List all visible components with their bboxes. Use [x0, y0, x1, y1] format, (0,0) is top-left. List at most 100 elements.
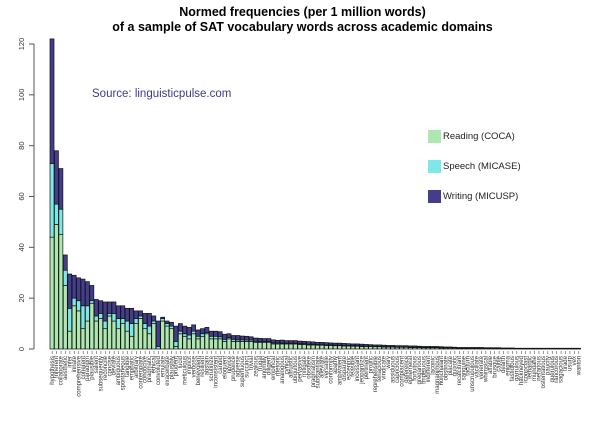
svg-text:fastidious: fastidious [510, 356, 516, 381]
bar-reconcile [102, 301, 108, 350]
svg-text:ostentatious: ostentatious [541, 356, 547, 388]
svg-text:lethargic: lethargic [528, 356, 534, 379]
bar-hypothesis [49, 38, 55, 350]
bar-implicit [186, 327, 192, 350]
legend-label-reading: Reading (COCA) [443, 131, 515, 142]
bar-aesthetic [62, 254, 68, 350]
bar-iconoclast [523, 347, 528, 350]
svg-text:paradigm: paradigm [85, 356, 91, 381]
svg-text:garrulous: garrulous [514, 356, 520, 381]
svg-text:prudence: prudence [231, 355, 237, 381]
svg-text:lucid: lucid [178, 356, 184, 368]
svg-text:aesthetic: aesthetic [63, 356, 69, 380]
bar-tangible [124, 307, 130, 350]
bar-emphatic [129, 307, 135, 350]
bar-lethargic [527, 347, 533, 350]
bar-succinct [244, 335, 250, 350]
bar-eloquent [222, 333, 227, 350]
svg-text:superfluous: superfluous [240, 356, 246, 387]
svg-text:jeopardize: jeopardize [360, 355, 366, 384]
svg-text:resilient: resilient [200, 356, 206, 377]
x-axis-labels: hypothesisinherentcollaborateaestheticin… [50, 351, 582, 397]
svg-text:prudent: prudent [174, 356, 180, 377]
bar-venerate [478, 347, 484, 350]
svg-text:novice: novice [227, 355, 233, 373]
svg-text:iconoclast: iconoclast [523, 356, 529, 383]
bar-plausible [89, 285, 95, 350]
svg-text:pervasive: pervasive [298, 355, 304, 381]
y-tick-label: 40 [17, 243, 26, 251]
bar-contemplate [138, 310, 143, 350]
svg-text:alleviate: alleviate [320, 355, 326, 378]
svg-text:rancorous: rancorous [554, 356, 560, 383]
bar-querulous [549, 347, 555, 350]
svg-text:inconsistent: inconsistent [214, 356, 220, 388]
bar-pertinent [363, 344, 369, 350]
svg-text:obsolete: obsolete [306, 355, 312, 378]
svg-text:quixotic: quixotic [452, 356, 458, 376]
bar-impetuous [421, 346, 427, 350]
bar-meticulous [182, 325, 188, 350]
svg-text:prolific: prolific [368, 356, 374, 373]
svg-text:comprehensive: comprehensive [76, 355, 82, 396]
svg-text:fortuitous: fortuitous [413, 356, 419, 381]
bar-scrutinize [208, 330, 214, 350]
svg-text:exacerbate: exacerbate [165, 355, 171, 385]
source-annotation: Source: linguisticpulse.com [92, 88, 232, 100]
bar-affable [487, 347, 493, 350]
bar-tenacious [377, 344, 382, 350]
svg-text:emulate: emulate [160, 355, 166, 377]
bar-sanguine [461, 347, 466, 350]
bar-obsolete [306, 341, 312, 350]
y-tick-label: 60 [17, 192, 26, 200]
svg-text:succinct: succinct [244, 356, 250, 378]
svg-text:inherent: inherent [54, 356, 60, 378]
svg-text:vindicate: vindicate [382, 355, 388, 379]
svg-text:capricious: capricious [395, 356, 401, 383]
bar-prolific [368, 344, 373, 350]
svg-text:mitigate: mitigate [302, 355, 308, 377]
svg-text:sagacious: sagacious [559, 356, 565, 383]
svg-text:feasible: feasible [351, 355, 357, 376]
svg-text:vacillate: vacillate [475, 355, 481, 377]
svg-text:verbose: verbose [191, 355, 197, 377]
bar-subsequently [98, 300, 104, 350]
svg-text:gregarious: gregarious [417, 356, 423, 384]
svg-text:adverse: adverse [236, 355, 242, 377]
svg-text:hypothesis: hypothesis [50, 356, 56, 385]
svg-text:paucity: paucity [545, 356, 551, 375]
bar-pragmatic [147, 313, 152, 350]
bar-mundane [531, 347, 537, 350]
bar-prudent [173, 325, 179, 350]
svg-text:apathy: apathy [333, 356, 339, 374]
bar-feasible [350, 343, 356, 350]
bar-rancorous [554, 347, 559, 350]
svg-text:tenacious: tenacious [377, 356, 383, 382]
bar-emulate [160, 316, 166, 350]
svg-text:versatile: versatile [324, 355, 330, 378]
bar-vacillate [474, 347, 480, 350]
bar-pragmatism [310, 341, 316, 350]
bar-paucity [545, 347, 550, 350]
bar-comprehensive [76, 277, 81, 350]
svg-text:cajole: cajole [497, 355, 503, 371]
bar-eccentric [346, 343, 351, 350]
svg-text:mundane: mundane [532, 355, 538, 381]
bar-diligent [266, 338, 272, 350]
bar-pervasive [297, 340, 303, 350]
bar-paradigm [85, 281, 90, 350]
svg-text:frugal: frugal [258, 356, 264, 371]
svg-text:concise: concise [107, 355, 113, 376]
bar-zealous [253, 337, 258, 350]
svg-text:pragmatism: pragmatism [311, 356, 317, 387]
bar-capricious [394, 345, 400, 350]
svg-text:ethical: ethical [152, 356, 158, 373]
svg-text:enigma: enigma [506, 355, 512, 375]
bar-unscrupulous [470, 347, 475, 350]
bar-quixotic [452, 346, 458, 350]
svg-text:complacent: complacent [399, 356, 405, 387]
svg-text:querulous: querulous [550, 356, 556, 382]
svg-text:vex: vex [572, 356, 578, 365]
bar-cynical [284, 340, 289, 350]
svg-text:deference: deference [404, 355, 410, 382]
